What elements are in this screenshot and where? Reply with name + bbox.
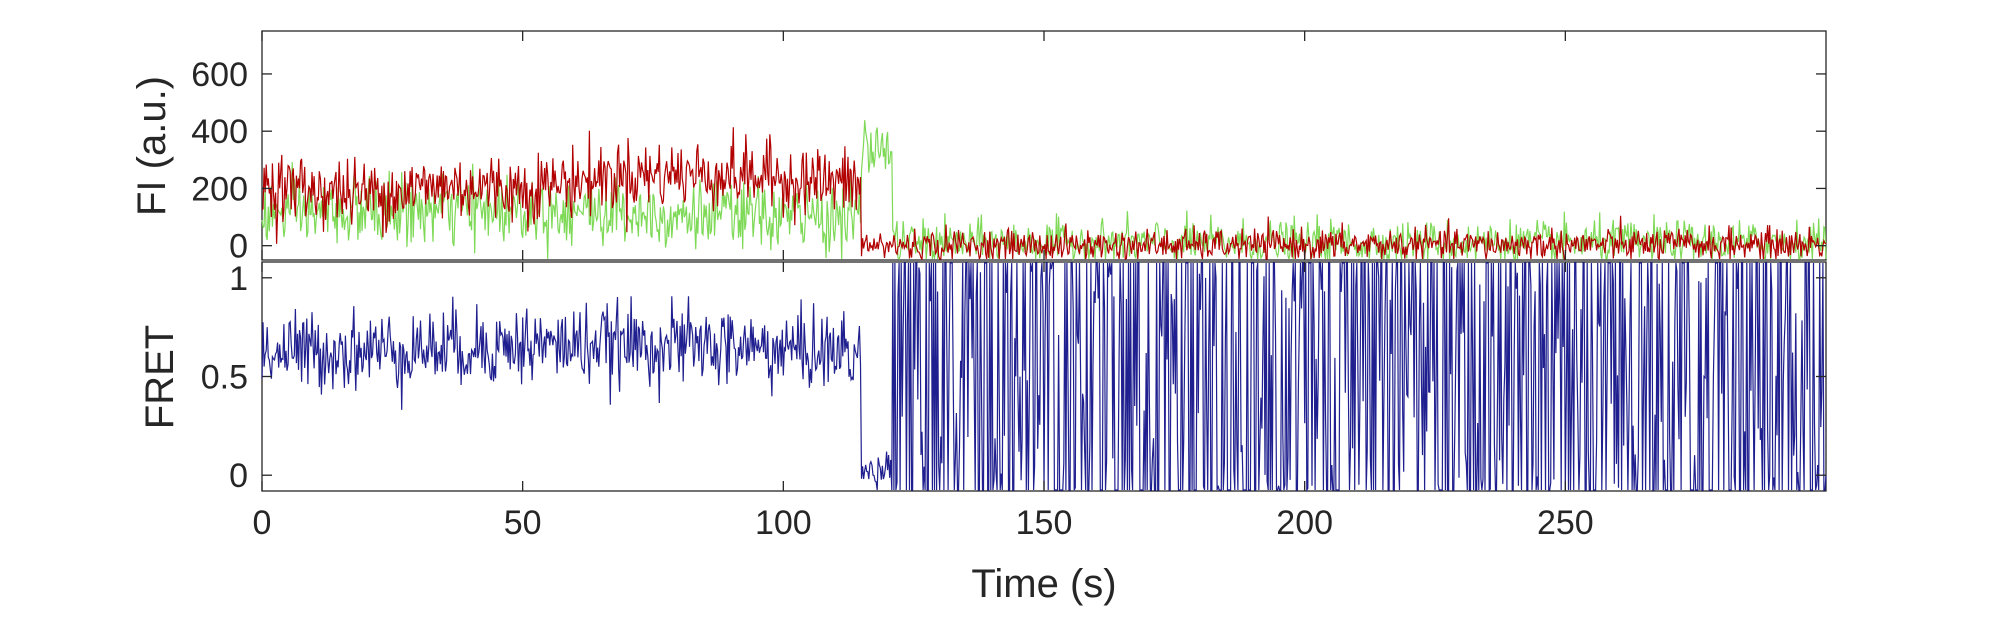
x-tick-label: 150 [1016, 504, 1073, 542]
fluorescence-axes-box [261, 30, 1827, 261]
x-tick-label: 0 [253, 504, 272, 542]
trace-series-0-1 [261, 127, 1827, 261]
fluorescence-traces [261, 120, 1827, 262]
fret-y-axis-title: FRET [138, 325, 182, 429]
y-tick-label: 1 [229, 260, 248, 298]
y-tick-label: 0 [229, 457, 248, 495]
fluorescence-y-axis-title: FI (a.u.) [130, 76, 174, 216]
y-tick-label: 0.5 [201, 359, 248, 397]
x-tick-label: 250 [1537, 504, 1594, 542]
trace-series-1-0 [261, 262, 1827, 492]
fret-traces [261, 262, 1827, 492]
fret-ticks: 0 50 100 150 200 250 0 0.5 1 [201, 260, 1826, 542]
time-x-axis-title: Time (s) [971, 562, 1116, 606]
x-tick-label: 200 [1276, 504, 1333, 542]
fluorescence-panel: 0 200 400 600 FI (a.u.) [130, 30, 1827, 266]
x-tick-label: 50 [504, 504, 542, 542]
fret-panel: 0 50 100 150 200 250 0 0.5 1 FRET Time (s) [138, 260, 1827, 606]
x-tick-label: 100 [755, 504, 812, 542]
y-tick-label: 600 [191, 56, 248, 94]
y-tick-label: 200 [191, 170, 248, 208]
y-tick-label: 0 [229, 228, 248, 266]
y-tick-label: 400 [191, 113, 248, 151]
fluorescence-ticks: 0 200 400 600 [191, 31, 1826, 266]
